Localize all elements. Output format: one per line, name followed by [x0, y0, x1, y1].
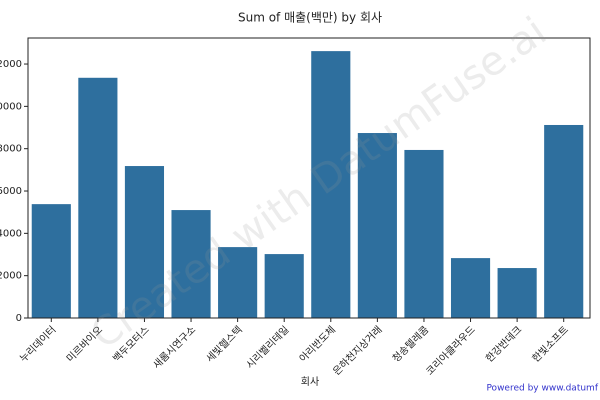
- x-tick-label: 한강반데크: [483, 324, 524, 365]
- x-tick-label: 누리데이터: [18, 324, 59, 365]
- y-tick-label: 2000: [0, 271, 22, 282]
- y-tick-label: 6000: [0, 186, 22, 197]
- bar: [311, 51, 351, 318]
- y-tick-label: 0: [16, 313, 22, 324]
- plot-frame: [27, 37, 591, 319]
- bar: [450, 258, 491, 318]
- x-tick-label: 아리반도체: [297, 324, 338, 365]
- y-tick-label: 12000: [0, 59, 22, 70]
- bar: [171, 210, 211, 318]
- x-tick-label: 은하천지상거래: [330, 323, 385, 378]
- bar: [218, 247, 258, 318]
- footer: Powered by www.datumf: [486, 384, 598, 394]
- bar: [124, 166, 165, 318]
- x-axis-label: 회사: [301, 376, 319, 388]
- x-tick-label: 코리아클라우드: [424, 324, 478, 378]
- x-tick-label: 세빛헬스텍: [204, 324, 245, 365]
- bar: [497, 268, 537, 318]
- y-tick-label: 10000: [0, 101, 22, 112]
- bar: [264, 254, 304, 318]
- x-tick-label: 새롬시연구소: [151, 324, 199, 372]
- x-tick-label: 청송텔레콤: [390, 324, 431, 365]
- bar: [357, 133, 397, 318]
- x-tick-label: 한빛소프트: [530, 324, 571, 365]
- bar: [544, 124, 584, 318]
- x-tick-label: 시리벨리테일: [244, 324, 292, 372]
- bar: [78, 77, 118, 318]
- y-tick-label: 4000: [0, 228, 22, 239]
- chart-title: Sum of 매출(백만) by 회사: [238, 11, 382, 25]
- y-tick-label: 8000: [0, 144, 22, 155]
- bar: [404, 149, 444, 318]
- bar: [31, 204, 71, 318]
